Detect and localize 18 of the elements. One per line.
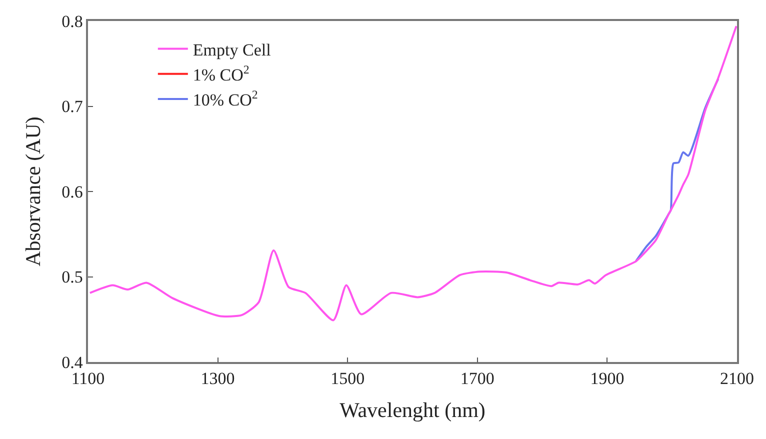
- x-tick-label: 1100: [71, 369, 105, 388]
- line-series: [634, 78, 720, 262]
- y-axis-title: Absorvance (AU): [21, 116, 46, 266]
- x-tick-label: 1900: [590, 369, 624, 388]
- legend-label: 10% CO$^{2}$: [192, 87, 258, 110]
- x-tick-label: 1700: [460, 369, 494, 388]
- legend-label: Empty Cell: [192, 40, 272, 60]
- y-tick-label: 0.5: [62, 268, 83, 287]
- y-tick-label: 0.7: [62, 97, 84, 116]
- y-tick-label: 0.4: [62, 352, 84, 372]
- y-tick-label: 0.6: [62, 182, 83, 202]
- x-axis-title: Wavelenght (nm): [340, 398, 486, 422]
- y-tick-label: 0.8: [62, 12, 83, 31]
- line-series: [88, 25, 737, 322]
- x-tick-label: 1500: [330, 369, 365, 388]
- legend-label: 1% CO$^{2}$: [192, 62, 250, 85]
- x-tick-label: 1300: [200, 369, 235, 388]
- x-tick-label: 2100: [720, 369, 754, 388]
